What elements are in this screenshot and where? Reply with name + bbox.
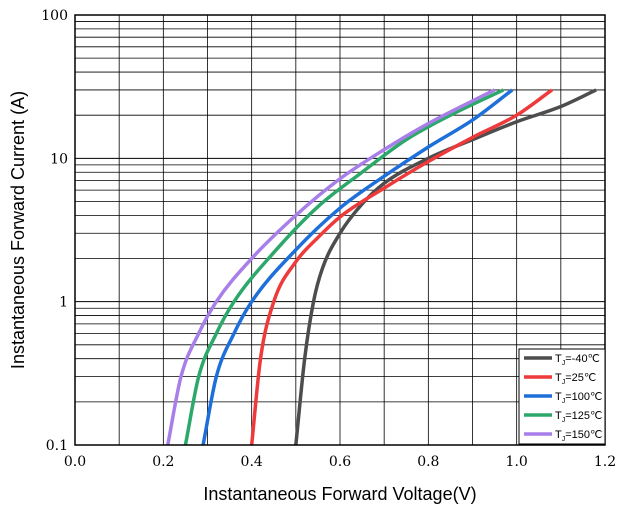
- legend-entry: TJ=-40℃: [555, 353, 600, 367]
- y-tick-label: 10: [50, 151, 68, 167]
- legend: TJ=-40℃ TJ=25℃ TJ=100℃ TJ=125℃ TJ=150℃: [518, 348, 606, 445]
- x-tick-label: 0.6: [329, 454, 351, 470]
- tick-labels: 0.0 0.2 0.4 0.6 0.8 1.0 1.2 0.1 1 10 100: [41, 8, 616, 470]
- series-line-4: [166, 88, 496, 446]
- series-lines: [166, 88, 597, 446]
- x-axis-label: Instantaneous Forward Voltage(V): [203, 484, 476, 504]
- y-tick-label: 0.1: [46, 438, 68, 454]
- series-line-3: [183, 88, 505, 446]
- x-tick-label: 1.2: [594, 454, 616, 470]
- x-tick-label: 0.4: [241, 454, 263, 470]
- x-tick-label: 1.0: [506, 454, 528, 470]
- x-tick-label: 0.8: [417, 454, 439, 470]
- legend-entry: TJ=150℃: [555, 429, 602, 443]
- x-tick-label: 0.0: [64, 454, 86, 470]
- y-axis-label: Instantaneous Forward Current (A): [8, 91, 28, 369]
- legend-entry: TJ=125℃: [555, 410, 602, 424]
- plot-frame: [74, 14, 606, 446]
- y-tick-label: 1: [59, 295, 68, 311]
- series-line-1: [249, 88, 554, 446]
- x-tick-label: 0.2: [152, 454, 174, 470]
- legend-entry: TJ=100℃: [555, 391, 602, 405]
- legend-entry: TJ=25℃: [555, 372, 596, 386]
- y-tick-label: 100: [41, 8, 68, 24]
- series-line-2: [201, 88, 514, 446]
